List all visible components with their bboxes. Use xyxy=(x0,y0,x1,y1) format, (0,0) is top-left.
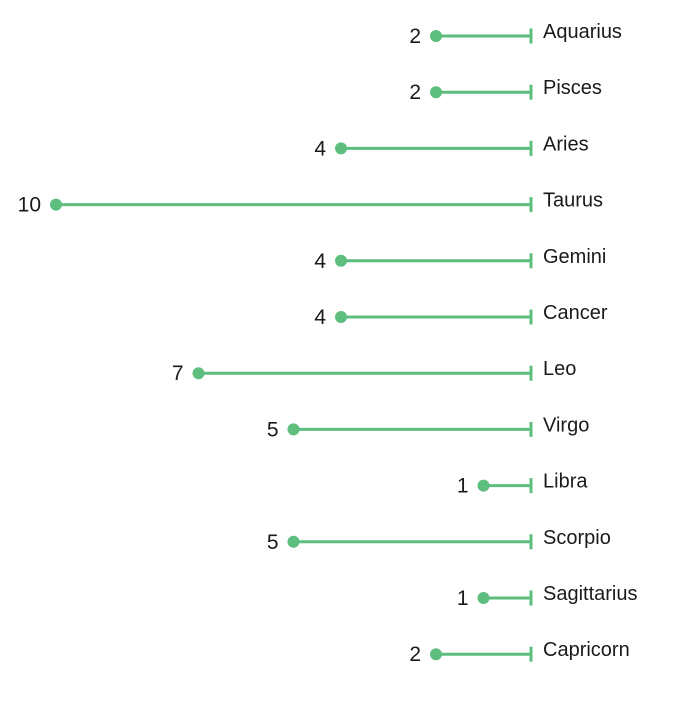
value-label-aries: 4 xyxy=(314,137,326,160)
value-label-libra: 1 xyxy=(457,475,469,498)
lollipop-row-aries: 4 Aries xyxy=(314,133,588,160)
dot-cancer xyxy=(335,311,347,323)
dot-libra xyxy=(477,479,490,492)
dot-gemini xyxy=(335,254,347,267)
value-label-gemini: 4 xyxy=(314,250,326,273)
category-label-scorpio: Scorpio xyxy=(543,527,611,549)
category-label-gemini: Gemini xyxy=(543,246,606,268)
value-label-sagittarius: 1 xyxy=(457,587,469,610)
value-label-scorpio: 5 xyxy=(267,531,279,554)
value-label-aquarius: 2 xyxy=(409,25,421,48)
lollipop-row-taurus: 10 Taurus xyxy=(18,190,603,217)
category-label-libra: Libra xyxy=(543,471,588,493)
lollipop-row-libra: 1 Libra xyxy=(457,471,589,498)
dot-leo xyxy=(192,367,205,380)
dot-capricorn xyxy=(430,648,442,661)
lollipop-row-pisces: 2 Pisces xyxy=(409,77,602,104)
category-label-leo: Leo xyxy=(543,358,576,380)
lollipop-row-cancer: 4 Cancer xyxy=(314,302,608,329)
category-label-sagittarius: Sagittarius xyxy=(543,583,638,605)
dot-sagittarius xyxy=(477,592,490,604)
category-label-taurus: Taurus xyxy=(543,190,603,212)
category-label-aries: Aries xyxy=(543,133,589,155)
value-label-pisces: 2 xyxy=(409,81,421,104)
dot-pisces xyxy=(430,86,442,99)
value-label-leo: 7 xyxy=(172,362,184,385)
lollipop-row-leo: 7 Leo xyxy=(172,358,577,385)
lollipop-row-aquarius: 2 Aquarius xyxy=(409,21,622,48)
value-label-cancer: 4 xyxy=(314,306,326,329)
value-label-virgo: 5 xyxy=(267,418,279,441)
dot-virgo xyxy=(287,423,300,436)
lollipop-row-scorpio: 5 Scorpio xyxy=(267,527,611,554)
category-label-pisces: Pisces xyxy=(543,77,602,99)
dot-aries xyxy=(335,142,347,155)
dot-taurus xyxy=(50,198,62,211)
lollipop-row-capricorn: 2 Capricorn xyxy=(409,639,629,666)
category-label-capricorn: Capricorn xyxy=(543,639,630,661)
category-label-cancer: Cancer xyxy=(543,302,608,324)
value-label-capricorn: 2 xyxy=(409,643,421,666)
category-label-aquarius: Aquarius xyxy=(543,21,622,43)
dot-scorpio xyxy=(287,535,300,548)
lollipop-row-gemini: 4 Gemini xyxy=(314,246,606,273)
lollipop-row-sagittarius: 1 Sagittarius xyxy=(457,583,638,610)
lollipop-row-virgo: 5 Virgo xyxy=(267,414,590,441)
dot-aquarius xyxy=(430,30,442,42)
category-label-virgo: Virgo xyxy=(543,414,589,436)
value-label-taurus: 10 xyxy=(18,194,41,217)
